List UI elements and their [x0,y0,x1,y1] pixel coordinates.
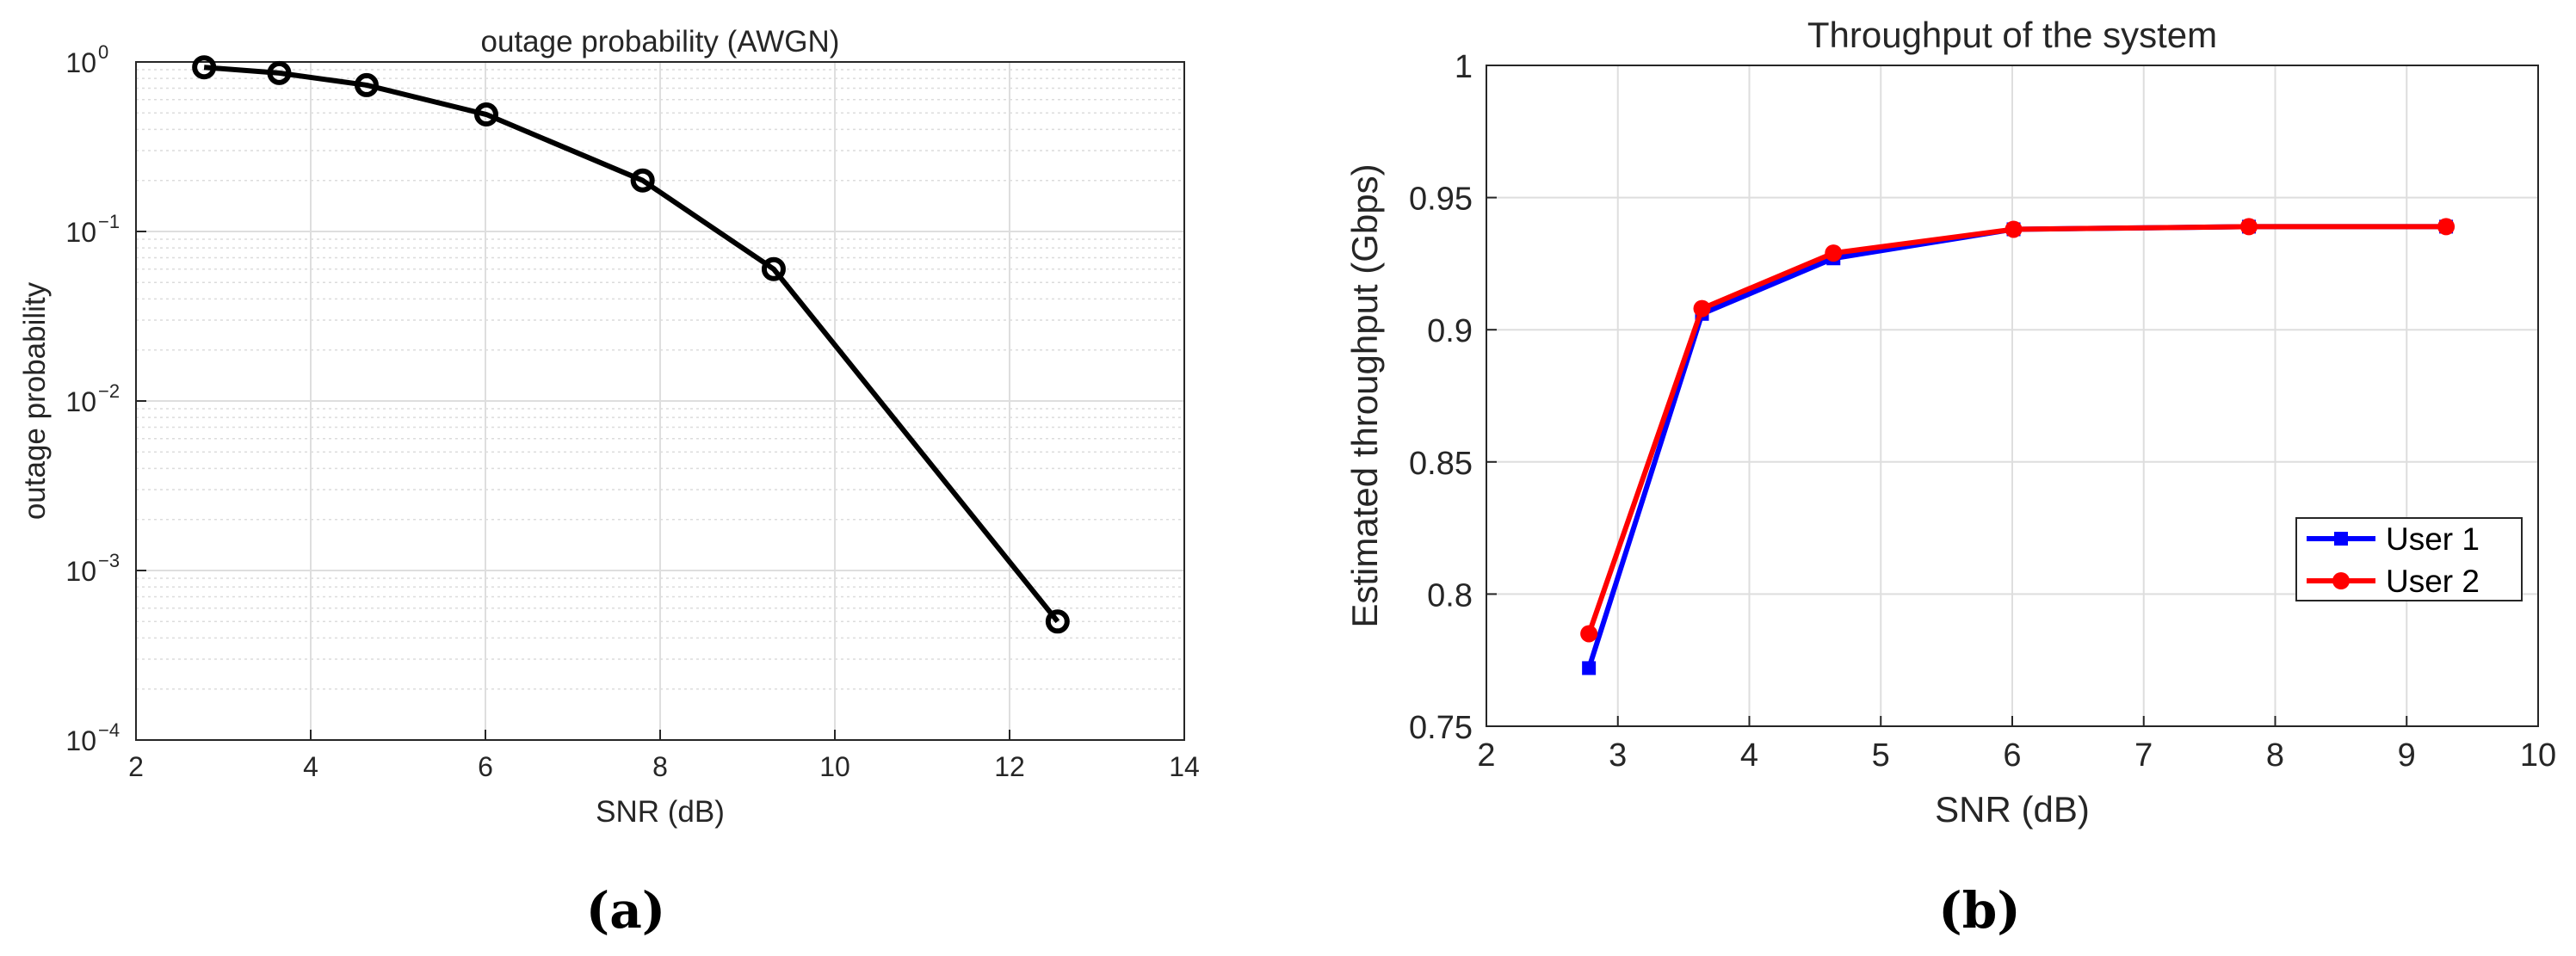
outage-point [630,168,655,193]
x-tick-label: 6 [2003,737,2021,774]
series-a [192,55,1070,634]
x-ticks-a: 2 4 6 8 10 12 14 [128,730,1200,782]
legend-b: User 1 User 2 [2295,517,2523,601]
outage-point [354,72,379,97]
y-tick-label: 0.8 [1427,577,1473,614]
y-tick-label: 0.95 [1409,182,1473,218]
chart-throughput: 2 3 4 5 6 7 8 9 10 0.75 0.8 0.85 0.9 0.95 1 Throughpu… [1344,15,2556,940]
x-tick-label: 2 [1477,737,1495,774]
chart-title-a: outage probability (AWGN) [481,25,840,59]
legend-box [2295,517,2523,601]
point-user2 [2239,218,2258,236]
x-tick-label: 8 [652,751,668,782]
x-tick-label: 6 [478,751,493,782]
panel-label-a: (a) [586,881,665,940]
outage-point [267,60,292,85]
point-user2 [2437,218,2456,236]
y-tick-label: 10 [65,386,96,417]
legend-marker-user1 [2334,532,2348,546]
y-tick-label: 10 [65,725,96,756]
x-tick-label: 2 [128,751,144,782]
point-user1 [1582,661,1597,675]
outage-point [474,102,499,127]
x-tick-label: 10 [2520,737,2556,774]
series-line-user2 [1586,224,2447,635]
y-tick-label: 0.9 [1427,313,1473,349]
legend-label-user1: User 1 [2386,521,2480,557]
y-tick-exponent: −3 [98,550,120,571]
y-axis-label-a: outage probability [18,281,52,520]
outage-point [192,55,217,80]
y-ticks-b: 0.75 0.8 0.85 0.9 0.95 1 [1409,49,1497,746]
y-tick-label: 10 [65,47,96,78]
x-axis-label-b: SNR (dB) [1935,789,2090,830]
y-tick-exponent: −4 [98,719,120,741]
outage-point [761,256,786,281]
x-tick-label: 3 [1609,737,1627,774]
point-user2 [1693,299,1711,318]
x-tick-label: 12 [994,751,1025,782]
x-tick-label: 9 [2398,737,2416,774]
y-tick-label: 1 [1455,49,1473,85]
chart-title-b: Throughput of the system [1807,15,2217,55]
x-tick-label: 4 [1740,737,1758,774]
y-tick-exponent: −2 [98,380,120,402]
x-tick-label: 5 [1872,737,1890,774]
point-user2 [2005,220,2023,238]
outage-point [1045,609,1070,634]
x-tick-label: 10 [819,751,850,782]
panel-label-b: (b) [1938,881,2020,940]
legend-marker-user2 [2332,572,2350,589]
y-tick-label: 10 [65,217,96,248]
x-tick-label: 7 [2134,737,2153,774]
x-tick-label: 14 [1169,751,1200,782]
point-user2 [1580,625,1598,643]
x-ticks-b: 2 3 4 5 6 7 8 9 10 [1477,716,2556,774]
y-tick-label: 10 [65,556,96,587]
x-tick-label: 8 [2266,737,2284,774]
y-tick-exponent: −1 [98,211,120,232]
series-b [1580,218,2456,675]
y-axis-label-b: Estimated throughput (Gbps) [1344,163,1385,627]
y-tick-exponent: 0 [98,41,108,63]
x-axis-label-a: SNR (dB) [596,795,725,829]
y-tick-label: 0.85 [1409,446,1473,482]
outage-line [203,65,1060,624]
legend-label-user2: User 2 [2386,564,2480,599]
x-tick-label: 4 [303,751,318,782]
point-user2 [1825,244,1843,262]
y-tick-label: 0.75 [1409,710,1473,746]
